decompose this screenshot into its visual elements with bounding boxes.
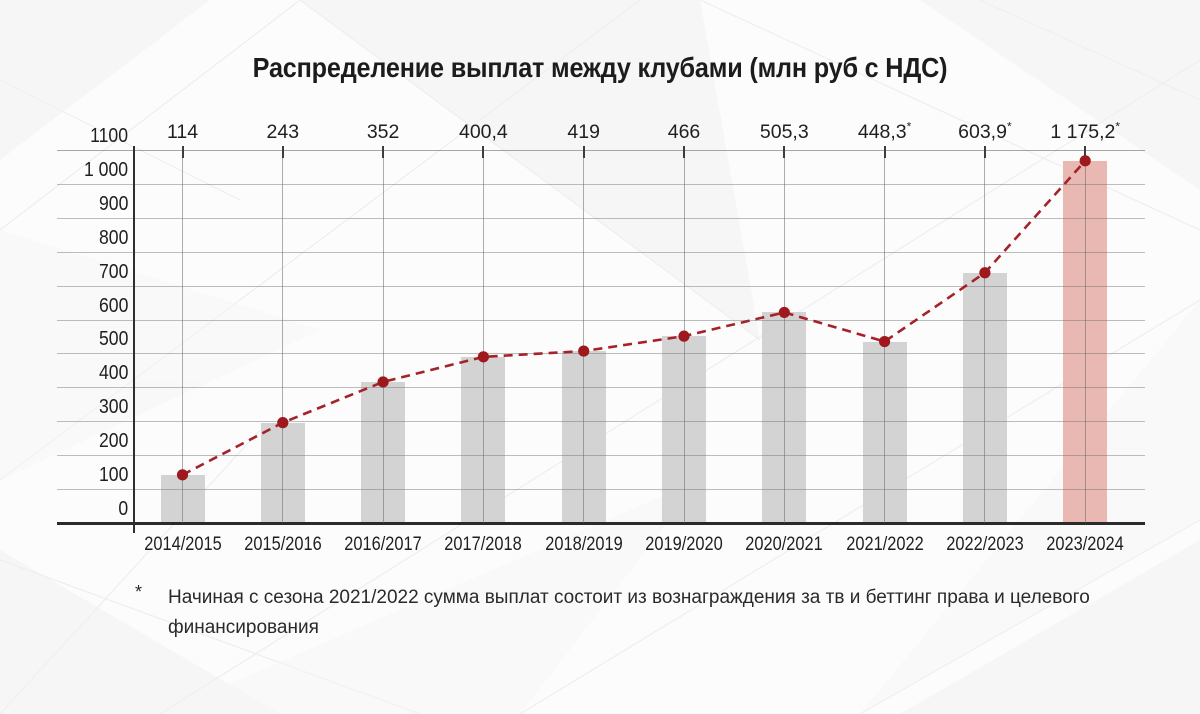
y-gridline bbox=[57, 319, 1145, 321]
value-label: 505,3 bbox=[714, 121, 854, 144]
y-axis-tick-label: 100 bbox=[98, 464, 128, 487]
y-gridline bbox=[57, 421, 1145, 423]
season-label: 2022/2023 bbox=[946, 533, 1024, 555]
top-axis-tick bbox=[382, 146, 385, 158]
asterisk-mark: * bbox=[1115, 119, 1121, 134]
y-gridline bbox=[57, 217, 1145, 219]
y-axis-tick-label: 700 bbox=[98, 260, 128, 283]
season-label: 2017/2018 bbox=[444, 533, 523, 555]
chart-title: Распределение выплат между клубами (млн … bbox=[252, 52, 948, 83]
season-label: 2014/2015 bbox=[143, 533, 222, 555]
y-gridline bbox=[57, 150, 1145, 151]
value-label-text: 603,9 bbox=[958, 121, 1007, 143]
y-axis-tick-label: 1 000 bbox=[83, 158, 128, 181]
y-axis-line bbox=[133, 146, 135, 533]
category-gridline bbox=[382, 150, 384, 523]
top-axis-tick bbox=[683, 146, 685, 158]
season-label: 2016/2017 bbox=[344, 533, 422, 555]
top-axis-tick bbox=[983, 146, 986, 158]
value-label: 466 bbox=[614, 121, 754, 144]
category-gridline bbox=[683, 150, 685, 523]
category-gridline bbox=[482, 150, 484, 523]
top-axis-tick bbox=[1084, 146, 1087, 158]
y-gridline bbox=[57, 455, 1145, 457]
footnote-text: Начиная с сезона 2021/2022 сумма выплат … bbox=[168, 587, 1090, 638]
y-axis-tick-label: 400 bbox=[98, 362, 128, 385]
season-label: 2019/2020 bbox=[645, 533, 723, 555]
value-label: 1 175,2* bbox=[1015, 121, 1155, 144]
season-label: 2018/2019 bbox=[544, 533, 623, 555]
value-label-text: 114 bbox=[166, 121, 199, 143]
value-label-text: 419 bbox=[567, 121, 600, 143]
top-axis-tick bbox=[181, 146, 184, 158]
y-gridline bbox=[57, 387, 1145, 389]
category-gridline bbox=[884, 150, 886, 523]
value-label: 419 bbox=[514, 121, 654, 144]
top-axis-tick bbox=[582, 146, 585, 158]
value-label-text: 243 bbox=[266, 121, 300, 143]
value-label-text: 466 bbox=[667, 121, 701, 143]
y-axis-tick-label: 0 bbox=[118, 498, 128, 520]
y-axis-tick-label: 800 bbox=[98, 226, 128, 249]
season-label: 2023/2024 bbox=[1046, 533, 1124, 555]
value-label: 400,4 bbox=[413, 121, 553, 144]
value-label: 114 bbox=[113, 121, 253, 144]
category-gridline bbox=[984, 150, 986, 523]
value-label-text: 1 175,2 bbox=[1050, 121, 1116, 143]
top-axis-tick bbox=[482, 146, 485, 158]
category-gridline bbox=[182, 150, 183, 523]
y-gridline bbox=[57, 251, 1145, 253]
y-axis-tick-label: 600 bbox=[98, 294, 128, 317]
top-axis-tick bbox=[281, 146, 284, 158]
y-axis-tick-label: 500 bbox=[98, 328, 128, 351]
category-gridline bbox=[282, 150, 284, 523]
value-label: 352 bbox=[313, 121, 453, 144]
season-label: 2020/2021 bbox=[745, 533, 824, 555]
season-label: 2021/2022 bbox=[845, 533, 924, 555]
x-axis-baseline bbox=[57, 522, 1145, 525]
season-label: 2015/2016 bbox=[244, 533, 322, 555]
category-gridline bbox=[783, 150, 785, 523]
y-axis-tick-label: 200 bbox=[98, 430, 128, 453]
trend-line bbox=[181, 159, 1087, 477]
y-gridline bbox=[57, 489, 1145, 491]
y-gridline bbox=[57, 285, 1145, 287]
value-label: 448,3* bbox=[815, 121, 955, 144]
y-gridline bbox=[57, 183, 1145, 185]
category-gridline bbox=[583, 150, 585, 523]
top-axis-tick bbox=[783, 146, 786, 158]
value-label: 603,9* bbox=[915, 121, 1055, 144]
y-axis-tick-label: 900 bbox=[98, 192, 128, 215]
category-gridline bbox=[1084, 150, 1086, 523]
value-label-text: 505,3 bbox=[759, 121, 809, 143]
asterisk-mark: * bbox=[1006, 119, 1012, 134]
value-label-text: 400,4 bbox=[458, 121, 508, 143]
y-axis-tick-label: 300 bbox=[98, 396, 128, 419]
y-axis-tick-label: 1100 bbox=[90, 125, 128, 147]
value-label-text: 448,3 bbox=[857, 121, 907, 143]
value-label: 243 bbox=[213, 121, 353, 144]
y-gridline bbox=[57, 353, 1145, 355]
footnote-asterisk: * bbox=[135, 582, 143, 602]
asterisk-mark: * bbox=[906, 119, 912, 134]
value-label-text: 352 bbox=[366, 121, 400, 143]
top-axis-tick bbox=[883, 146, 886, 158]
